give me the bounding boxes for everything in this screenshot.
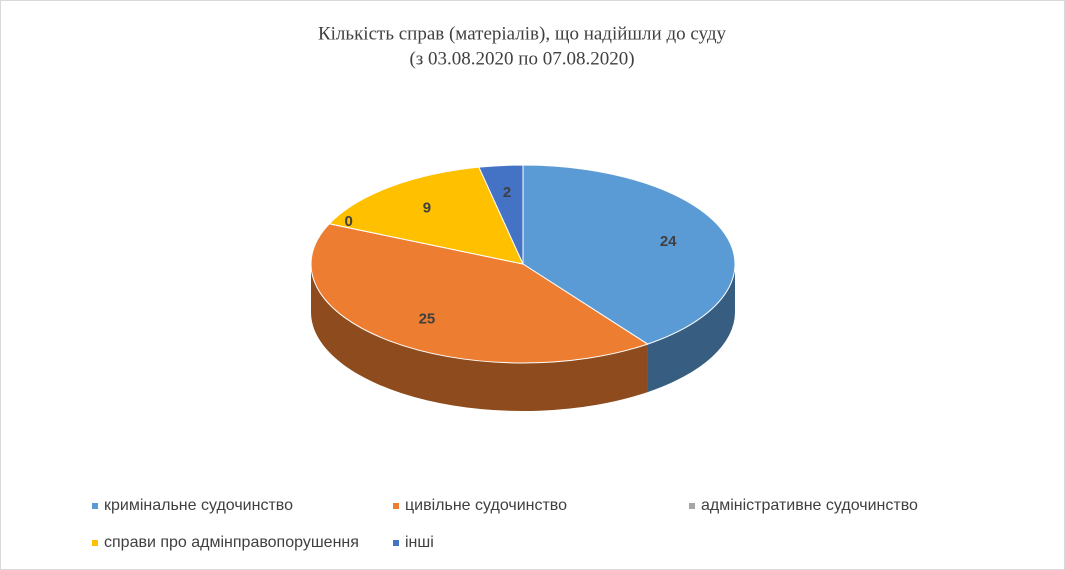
slice xyxy=(478,164,524,265)
chart-subtitle: (з 03.08.2020 по 07.08.2020) xyxy=(409,48,634,69)
data-label: 0 xyxy=(345,213,353,230)
chart-title: Кількість справ (матеріалів), що надійшл… xyxy=(318,23,727,44)
legend-marker xyxy=(393,540,399,546)
data-label: 2 xyxy=(503,184,511,201)
data-label: 25 xyxy=(419,310,436,327)
legend-marker xyxy=(689,503,695,509)
legend-label: інші xyxy=(405,534,434,551)
slice xyxy=(310,223,649,364)
legend-marker xyxy=(92,503,98,509)
slice-side xyxy=(647,264,735,393)
slice-side xyxy=(311,264,648,411)
data-label: 24 xyxy=(660,233,677,250)
legend-marker xyxy=(92,540,98,546)
slice xyxy=(522,164,736,345)
data-label: 9 xyxy=(423,200,431,217)
slice xyxy=(328,166,524,265)
legend-label: адміністративне судочинство xyxy=(701,497,918,514)
legend-label: цивільне судочинство xyxy=(405,497,567,514)
legend-label: справи про адмінправопорушення xyxy=(104,534,359,551)
legend-label: кримінальне судочинство xyxy=(104,497,293,514)
legend-marker xyxy=(393,503,399,509)
